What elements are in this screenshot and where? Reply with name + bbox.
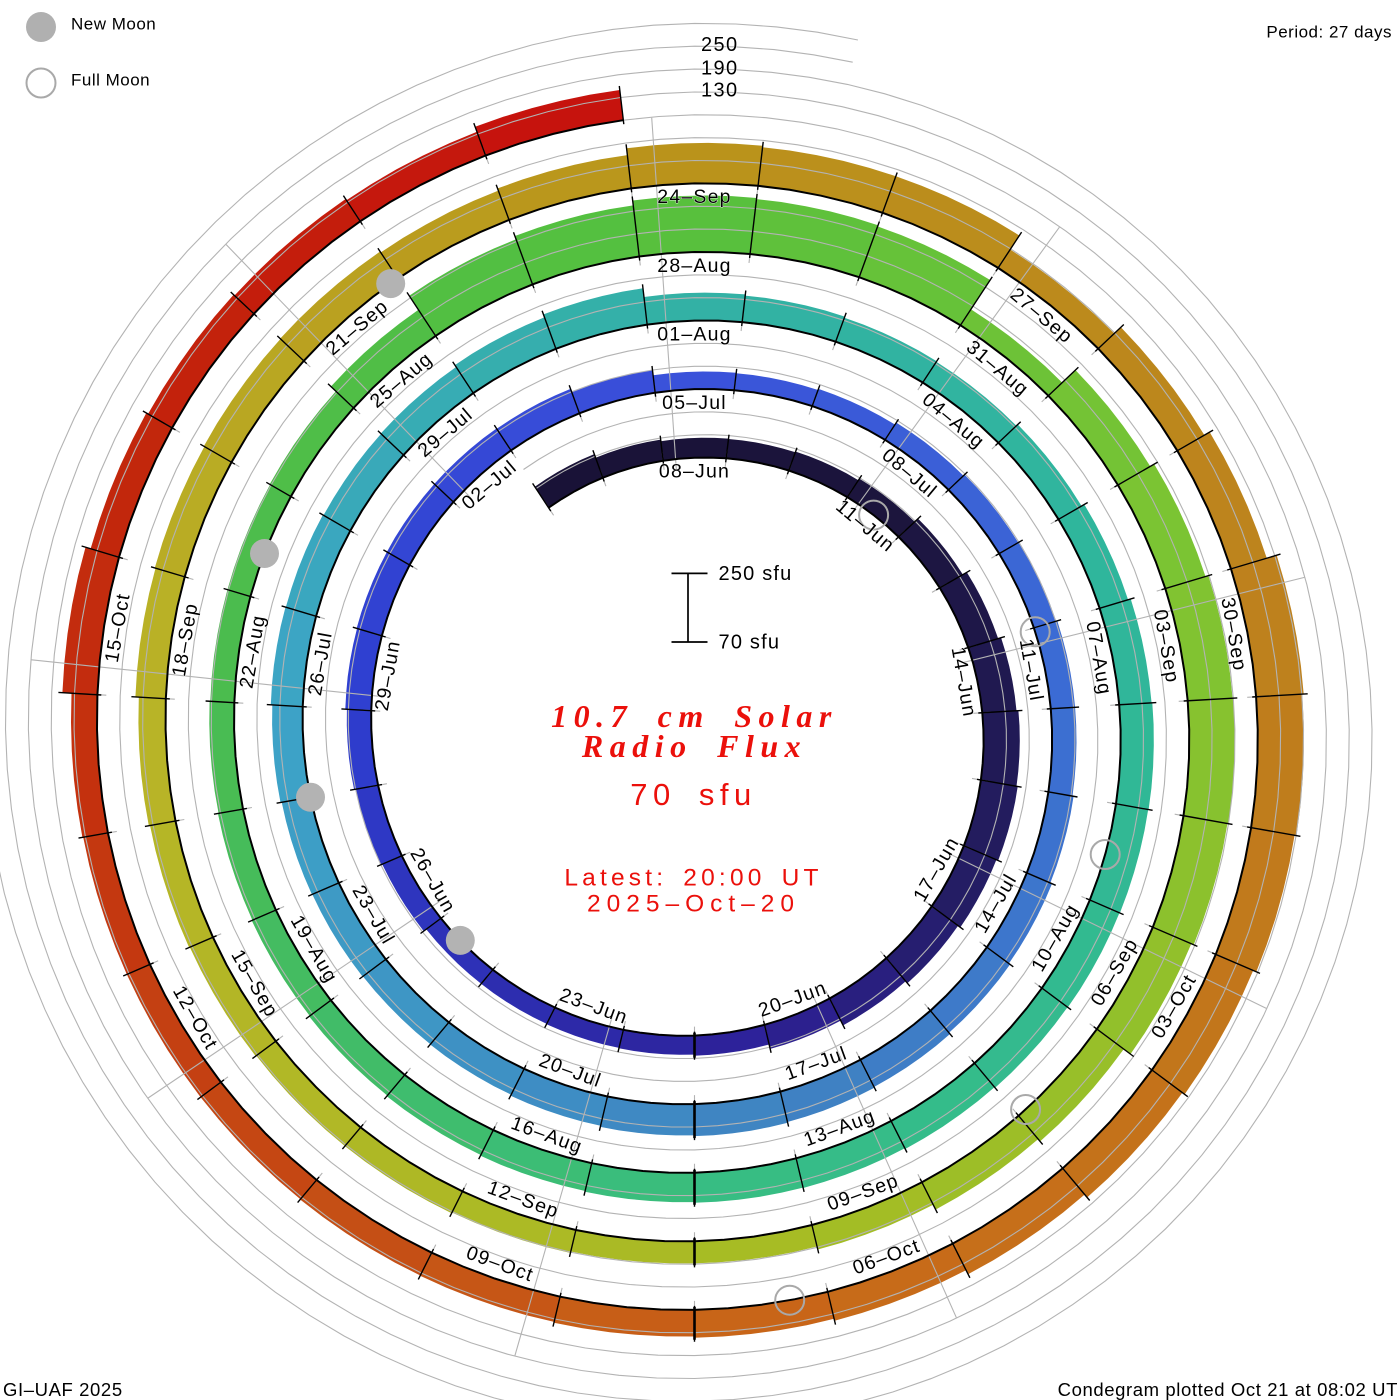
svg-text:Period: 27 days: Period: 27 days <box>1266 23 1392 42</box>
svg-text:GI–UAF 2025: GI–UAF 2025 <box>3 1379 123 1400</box>
svg-text:24–Sep: 24–Sep <box>657 186 731 208</box>
svg-text:190: 190 <box>701 58 739 80</box>
svg-text:2025–Oct–20: 2025–Oct–20 <box>587 891 800 918</box>
svg-text:130: 130 <box>701 80 739 102</box>
svg-text:70 sfu: 70 sfu <box>630 777 756 812</box>
svg-text:Condegram plotted Oct 21 at 08: Condegram plotted Oct 21 at 08:02 UT <box>1058 1379 1398 1400</box>
svg-text:Full Moon: Full Moon <box>71 71 150 90</box>
svg-text:New Moon: New Moon <box>71 15 156 34</box>
svg-text:250: 250 <box>701 34 739 56</box>
svg-text:250 sfu: 250 sfu <box>719 563 793 585</box>
svg-text:70 sfu: 70 sfu <box>719 632 781 654</box>
svg-text:05–Jul: 05–Jul <box>662 392 727 414</box>
svg-text:01–Aug: 01–Aug <box>657 323 731 345</box>
svg-text:08–Jun: 08–Jun <box>659 461 730 483</box>
svg-text:Radio Flux: Radio Flux <box>581 728 807 764</box>
svg-text:28–Aug: 28–Aug <box>657 255 731 277</box>
svg-text:10.7 cm Solar: 10.7 cm Solar <box>551 698 838 734</box>
svg-text:Latest: 20:00 UT: Latest: 20:00 UT <box>564 865 822 892</box>
